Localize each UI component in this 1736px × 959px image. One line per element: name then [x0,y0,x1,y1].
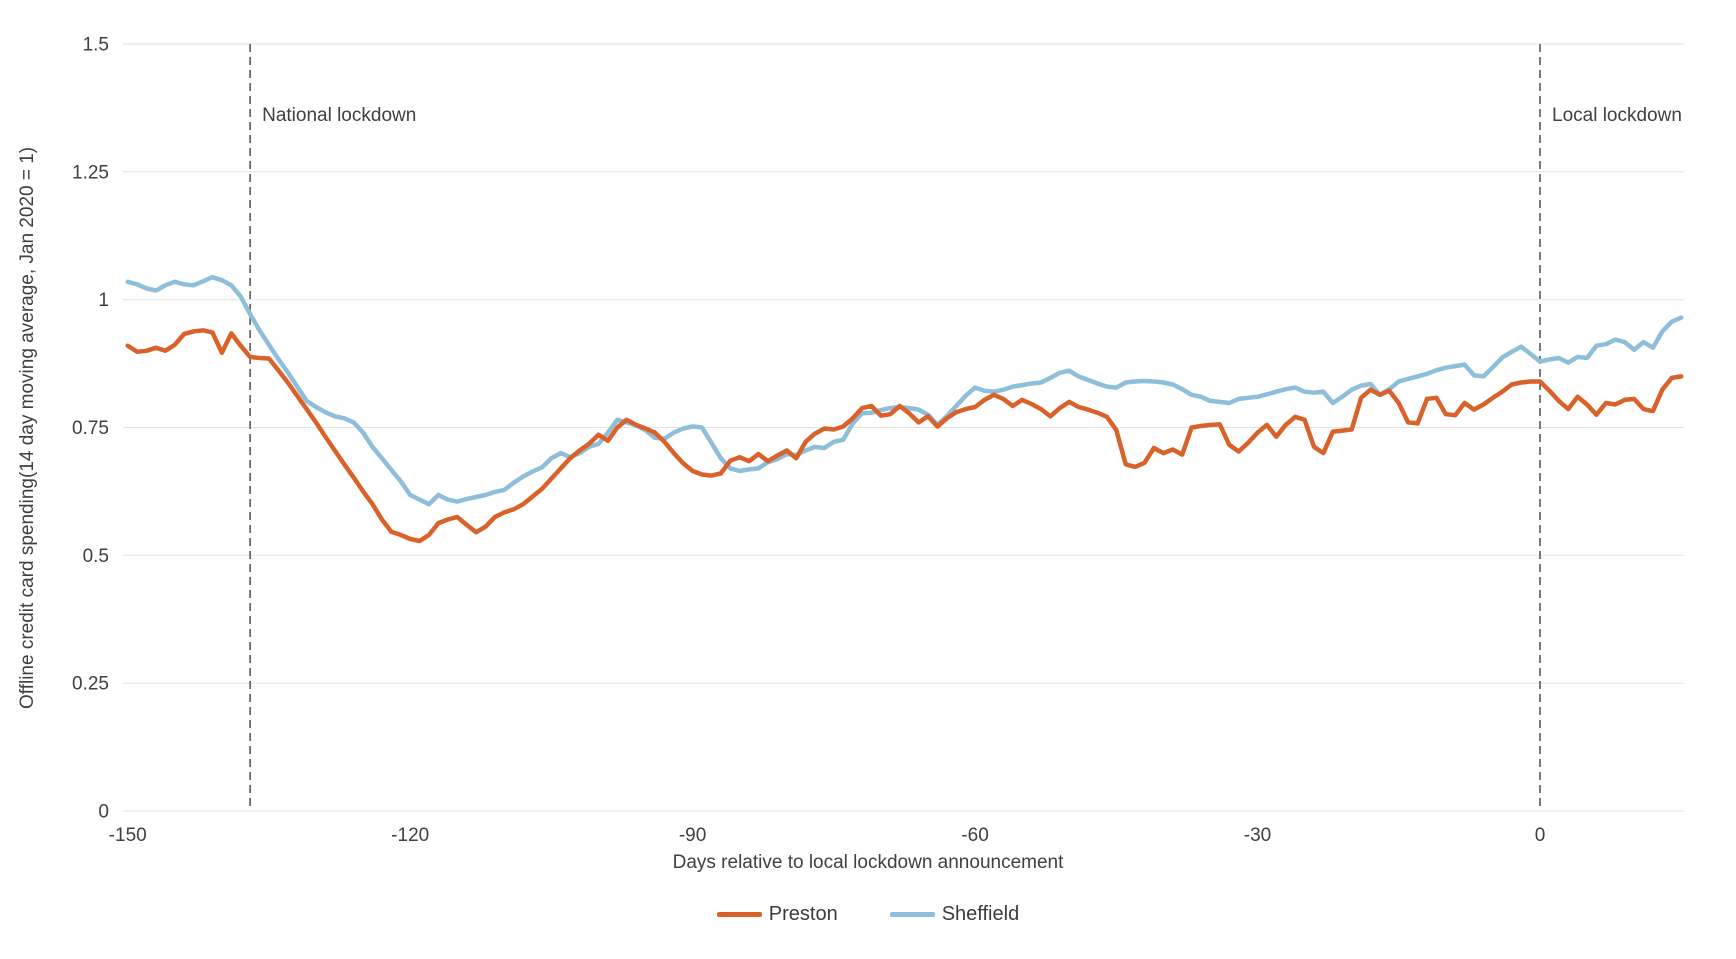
legend-label-preston: Preston [768,903,838,925]
preston-line [125,328,1684,544]
legend-label-sheffield: Sheffield [941,903,1020,925]
y-tick-label: 0.5 [83,546,109,567]
y-tick-label: 0.75 [72,418,109,439]
y-tick-label: 0.25 [72,674,109,695]
x-tick-label: -60 [961,825,988,846]
y-axis-title: Offline credit card spending (14 day mov… [16,44,40,811]
y-tick-label: 0 [98,802,109,823]
x-tick-label: -120 [391,825,429,846]
y-axis-title-line1: Offline credit card spending [17,477,38,709]
x-tick-label: 0 [1535,825,1546,846]
y-tick-label: 1 [98,290,109,311]
sheffield-line-swatch [889,912,935,917]
preston-line-swatch [716,912,762,917]
annotation-label-national-lockdown: National lockdown [262,105,416,126]
y-axis-title-line2: (14 day moving average, Jan 2020 = 1) [17,146,38,478]
sheffield-line [125,274,1684,507]
x-tick-label: -90 [679,825,706,846]
x-tick-label: -150 [109,825,147,846]
legend: Preston Sheffield [0,903,1736,926]
y-tick-label: 1.25 [72,162,109,183]
legend-item-sheffield: Sheffield [889,903,1020,926]
x-axis-title: Days relative to local lockdown announce… [672,852,1064,873]
legend-item-preston: Preston [716,903,838,926]
y-tick-label: 1.5 [83,35,109,56]
annotation-label-local-lockdown: Local lockdown [1552,105,1682,126]
x-tick-label: -30 [1244,825,1271,846]
